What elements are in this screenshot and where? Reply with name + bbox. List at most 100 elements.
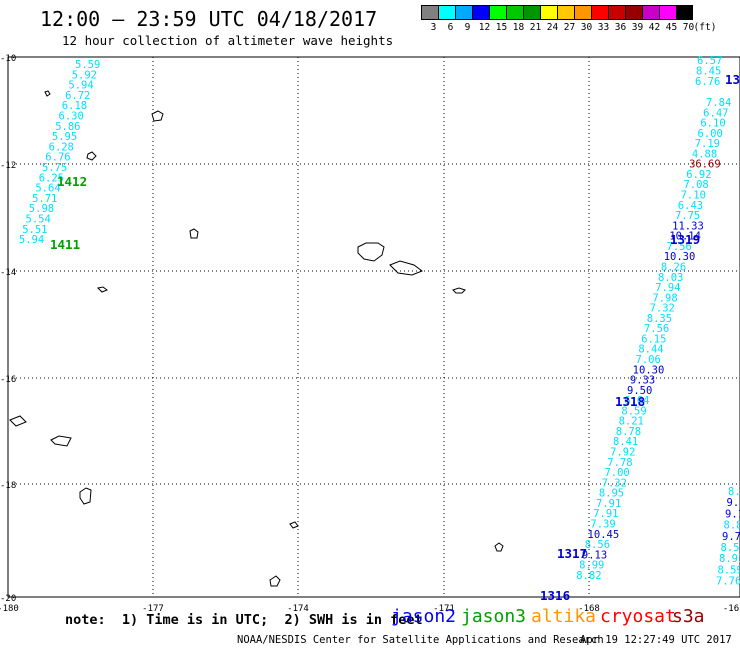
legend-swatch [642, 5, 659, 20]
swh-label: 6.64 [624, 395, 649, 407]
lon-label: -174 [287, 604, 309, 614]
legend-label: 30 [580, 22, 593, 33]
swh-label: 6.72 [65, 90, 90, 102]
swh-label: 10.14 [669, 231, 701, 243]
pass-id: 1411 [50, 237, 80, 252]
legend-label: 70 [682, 22, 695, 33]
swh-label: 6.76 [45, 152, 70, 164]
swh-label: 8. [728, 486, 740, 498]
swh-label: 8.21 [619, 416, 644, 428]
island-outline [79, 487, 92, 505]
swh-label: 7.10 [681, 190, 706, 202]
swh-label: 8.56 [585, 539, 610, 551]
legend-swatch [591, 5, 608, 20]
swh-label: 5.86 [55, 121, 80, 133]
swh-label: 6.30 [59, 111, 84, 123]
satellite-cryosat: cryosat [600, 606, 676, 627]
legend-label: 39 [631, 22, 644, 33]
generated-timestamp: Apr 19 12:27:49 UTC 2017 [580, 634, 732, 646]
legend-label: 27 [563, 22, 576, 33]
swh-label: 6.25 [39, 172, 64, 184]
legend-label: 21 [529, 22, 542, 33]
swh-label: 7.91 [593, 508, 618, 520]
swh-label: 5.98 [29, 203, 54, 215]
legend-swatch [506, 5, 523, 20]
satellite-s3a: s3a [672, 606, 705, 627]
swh-label: 7.06 [636, 354, 661, 366]
swh-label: 9.33 [630, 375, 655, 387]
swh-label: 10.30 [633, 364, 665, 376]
satellite-jason2: jason2 [391, 606, 457, 627]
swh-label: 7.39 [590, 518, 615, 530]
pass-id: 1316 [540, 588, 570, 603]
swh-label: 7.84 [706, 97, 731, 109]
swh-label: 8.91 [719, 553, 740, 565]
swh-label: 5.71 [32, 193, 57, 205]
color-legend [421, 5, 693, 20]
legend-label: 6 [447, 22, 454, 33]
swh-label: 7.19 [695, 138, 720, 150]
legend-label: 36 [614, 22, 627, 33]
swh-label: 10.30 [664, 251, 696, 263]
pass-id: 131 [725, 72, 740, 87]
island-outline [269, 575, 281, 587]
island-outline [452, 287, 466, 294]
lon-label: -177 [142, 604, 164, 614]
lat-label: -12 [0, 161, 16, 171]
swh-label: 36.69 [689, 159, 721, 171]
swh-label: 6.57 [697, 55, 722, 67]
swh-label: 8.78 [616, 426, 641, 438]
swh-label: 5.94 [19, 234, 44, 246]
credit-line: NOAA/NESDIS Center for Satellite Applica… [237, 634, 604, 646]
swh-label: 6.10 [700, 118, 725, 130]
island-outline [50, 435, 72, 447]
swh-label: 5.94 [68, 80, 93, 92]
legend-swatch [557, 5, 574, 20]
legend-label: 15 [495, 22, 508, 33]
swh-label: 5.92 [72, 69, 97, 81]
legend-swatch [489, 5, 506, 20]
satellite-altika: altika [531, 606, 597, 627]
footer-note: note: 1) Time is in UTC; 2) SWH is in fe… [65, 612, 423, 628]
swh-label: 6.76 [695, 76, 720, 88]
swh-label: 6.43 [678, 200, 703, 212]
swh-label: 7.00 [604, 467, 629, 479]
swh-label: 5.54 [26, 214, 51, 226]
legend-unit: (ft) [693, 22, 717, 33]
swh-label: 7.08 [683, 179, 708, 191]
swh-label: 7.56 [667, 241, 692, 253]
island-outline [96, 286, 109, 293]
lon-label: -168 [578, 604, 600, 614]
lat-label: -14 [0, 268, 16, 278]
island-outline [44, 90, 51, 97]
swh-label: 6.47 [703, 107, 728, 119]
legend-swatch [676, 5, 693, 20]
swh-label: 5.95 [52, 131, 77, 143]
island-outline [357, 242, 385, 262]
swh-label: 5.75 [42, 162, 67, 174]
swh-label: 5.64 [35, 183, 60, 195]
swh-label: 9.13 [582, 549, 607, 561]
pass-id: 1412 [57, 174, 87, 189]
swh-label: 8.41 [613, 436, 638, 448]
swh-label: 7.32 [650, 303, 675, 315]
swh-label: 8.59 [718, 564, 740, 576]
swh-label: 8.59 [721, 542, 740, 554]
island-outline [86, 151, 97, 161]
swh-label: 7.94 [655, 282, 680, 294]
lat-label: -20 [0, 594, 16, 604]
legend-swatch [438, 5, 455, 20]
swh-label: 5.51 [22, 224, 47, 236]
swh-label: 7.78 [607, 457, 632, 469]
lon-label: -171 [433, 604, 455, 614]
legend-swatch [540, 5, 557, 20]
swh-label: 8.45 [696, 66, 721, 78]
legend-swatch [608, 5, 625, 20]
swh-label: 7.32 [602, 477, 627, 489]
swh-label: 6.28 [49, 141, 74, 153]
lat-label: -10 [0, 54, 16, 64]
swh-label: 9.50 [627, 385, 652, 397]
lon-label: -16 [723, 604, 739, 614]
swh-label: 7.56 [644, 323, 669, 335]
island-outline [389, 260, 424, 276]
